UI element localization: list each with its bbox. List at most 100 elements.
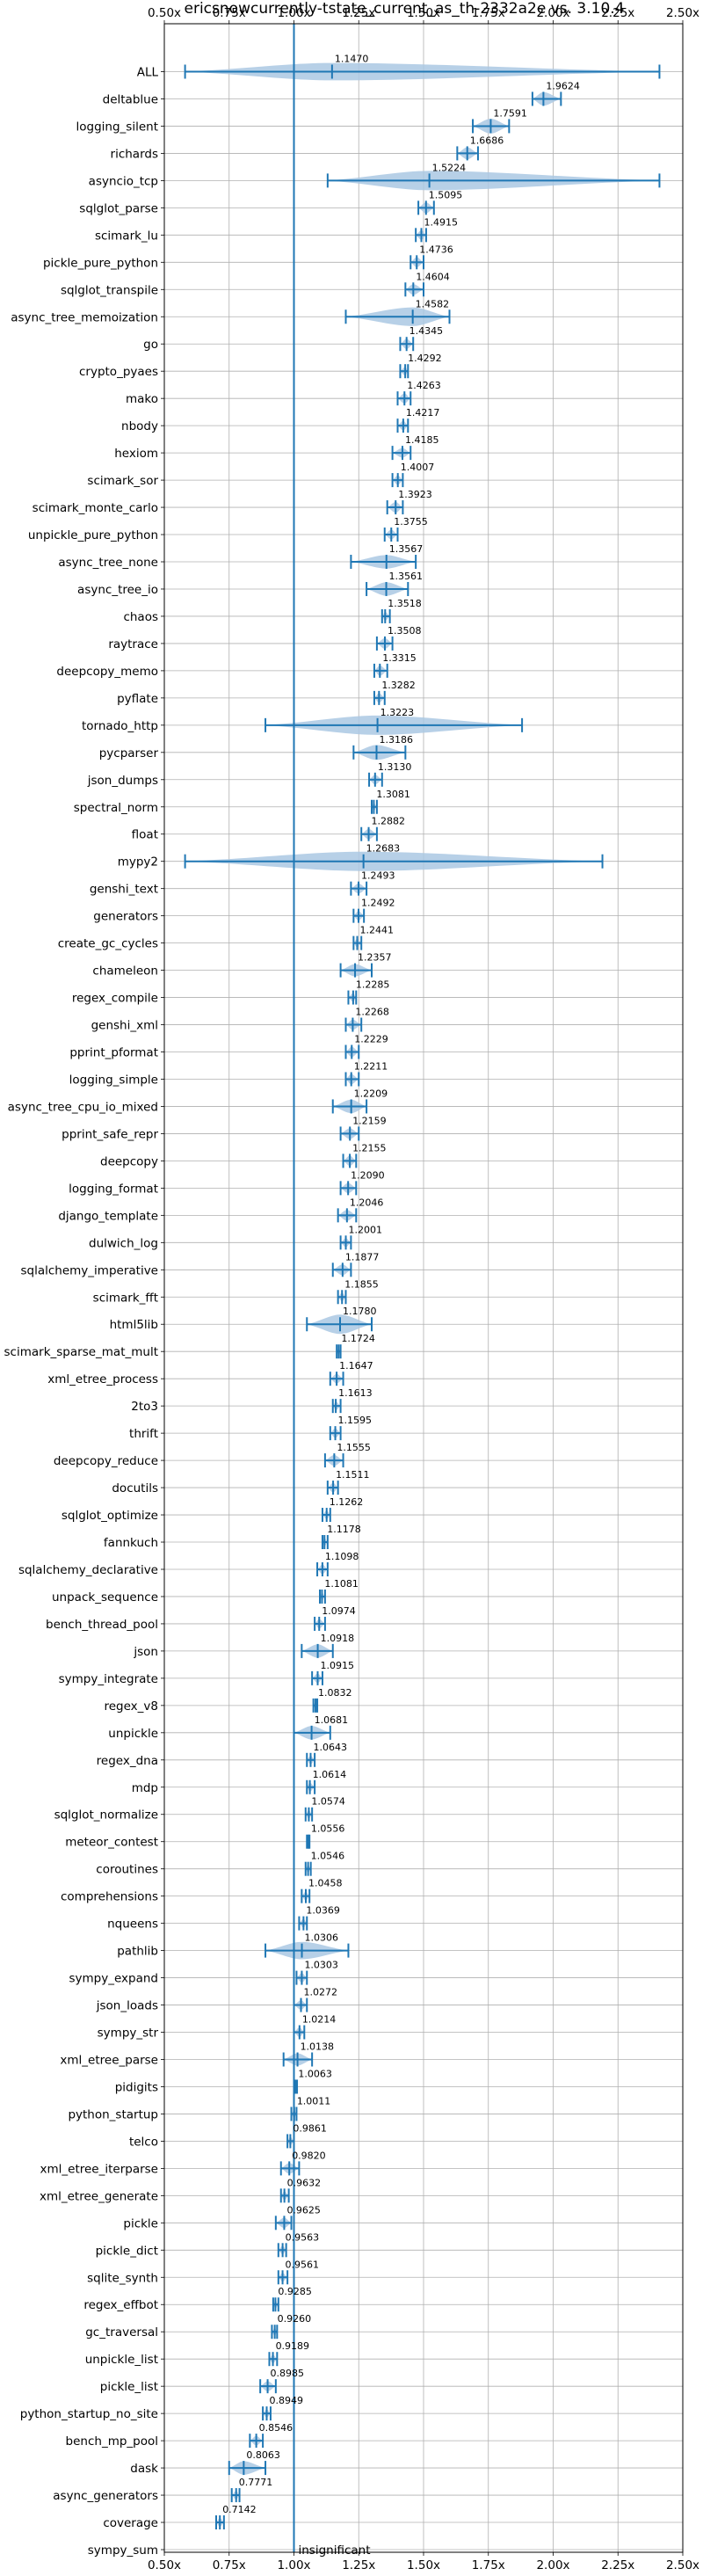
value-label: 1.2090 bbox=[351, 1169, 385, 1181]
benchmark-label: pyflate bbox=[117, 692, 158, 706]
benchmark-label: async_tree_cpu_io_mixed bbox=[8, 1100, 158, 1114]
benchmark-label: logging_simple bbox=[69, 1073, 158, 1087]
value-label: 1.6686 bbox=[470, 135, 504, 146]
value-label: 1.0918 bbox=[321, 1633, 355, 1644]
value-label: 1.1098 bbox=[325, 1551, 359, 1562]
benchmark-label: sympy_str bbox=[98, 2027, 159, 2041]
benchmark-label: regex_compile bbox=[72, 992, 158, 1006]
benchmark-label: coroutines bbox=[96, 1863, 158, 1877]
value-label: 0.9285 bbox=[278, 2286, 312, 2297]
benchmark-label: float bbox=[132, 828, 158, 842]
value-label: 1.3923 bbox=[398, 489, 432, 500]
x-tick-label-top: 2.25x bbox=[601, 6, 634, 20]
x-tick-label-top: 1.25x bbox=[342, 6, 375, 20]
value-label: 1.3755 bbox=[394, 516, 428, 528]
value-label: 1.2001 bbox=[349, 1224, 383, 1235]
x-tick-label-bottom: 1.25x bbox=[342, 2558, 375, 2572]
benchmark-label: logging_format bbox=[69, 1182, 158, 1196]
benchmark-label: create_gc_cycles bbox=[58, 937, 158, 951]
value-label: 0.9625 bbox=[286, 2204, 321, 2216]
x-tick-label-bottom: 2.25x bbox=[601, 2558, 634, 2572]
benchmark-label: spectral_norm bbox=[74, 801, 158, 815]
value-label: 1.3508 bbox=[388, 625, 422, 637]
benchmark-label: deepcopy_reduce bbox=[54, 1454, 158, 1468]
benchmark-label: xml_etree_parse bbox=[60, 2053, 158, 2067]
value-label: 1.0574 bbox=[311, 1796, 345, 1808]
x-tick-label-top: 1.00x bbox=[277, 6, 310, 20]
value-label: 1.0138 bbox=[301, 2041, 335, 2052]
benchmark-label: scimark_lu bbox=[95, 229, 158, 243]
x-tick-label-top: 0.50x bbox=[148, 6, 181, 20]
benchmark-label: sqlglot_transpile bbox=[61, 283, 158, 297]
x-tick-label-top: 0.75x bbox=[213, 6, 246, 20]
benchmark-label: scimark_sor bbox=[87, 474, 158, 488]
benchmark-label: pickle_list bbox=[100, 2380, 158, 2394]
benchmark-label: bench_thread_pool bbox=[46, 1618, 158, 1632]
grid-layer: 0.50x 0.50x 0.75x 0.75x 1.00x 1.00x 1.25x 1.25x… bbox=[148, 6, 699, 2572]
value-label: 0.9189 bbox=[276, 2340, 310, 2352]
x-tick-label-bottom: 1.50x bbox=[407, 2558, 440, 2572]
benchmark-label: python_startup_no_site bbox=[20, 2407, 158, 2421]
value-label: 1.0214 bbox=[302, 2014, 337, 2026]
benchmark-label: comprehensions bbox=[61, 1890, 158, 1904]
benchmark-label: pycparser bbox=[99, 746, 159, 760]
value-label: 1.4582 bbox=[416, 298, 450, 309]
value-label: 1.0303 bbox=[304, 1960, 338, 1971]
benchmark-label: sqlglot_normalize bbox=[54, 1808, 158, 1823]
value-label: 1.1780 bbox=[343, 1306, 377, 1317]
benchmark-label: mako bbox=[126, 392, 158, 406]
value-label: 0.9632 bbox=[287, 2177, 322, 2188]
benchmark-label: sqlglot_parse bbox=[79, 201, 158, 215]
benchmark-label: ALL bbox=[137, 66, 159, 80]
plot-frame bbox=[163, 23, 684, 2553]
benchmark-label: generators bbox=[93, 910, 158, 924]
benchmark-label: chaos bbox=[123, 610, 158, 624]
value-label: 1.0681 bbox=[315, 1714, 349, 1726]
benchmark-label: pickle bbox=[123, 2216, 158, 2230]
benchmark-label: tornado_http bbox=[82, 719, 158, 733]
benchmark-label: coverage bbox=[103, 2516, 158, 2530]
benchmark-label: pprint_safe_repr bbox=[62, 1127, 158, 1141]
value-label: 1.1647 bbox=[339, 1360, 373, 1372]
benchmark-label: sqlalchemy_declarative bbox=[18, 1563, 158, 1577]
benchmark-label: genshi_text bbox=[90, 883, 158, 897]
value-label: 0.8063 bbox=[246, 2449, 280, 2461]
value-label: 1.4007 bbox=[401, 462, 435, 473]
benchmark-label: regex_dna bbox=[97, 1754, 158, 1768]
value-label: 1.1855 bbox=[344, 1278, 379, 1290]
value-label: 1.2683 bbox=[366, 843, 401, 855]
value-label: 0.9561 bbox=[286, 2259, 320, 2270]
benchmark-label: unpickle_list bbox=[85, 2353, 158, 2367]
value-label: 1.2285 bbox=[356, 979, 390, 991]
benchmark-label: sympy_integrate bbox=[59, 1672, 158, 1686]
value-label: 1.3282 bbox=[381, 680, 416, 691]
chart-title: ericsnowcurrently-tstate_current_as_th-2… bbox=[185, 0, 625, 18]
value-label: 0.7771 bbox=[239, 2477, 273, 2488]
value-label: 1.2493 bbox=[361, 870, 395, 882]
benchmark-label: scimark_monte_carlo bbox=[33, 501, 158, 515]
value-label: 1.0974 bbox=[322, 1605, 356, 1617]
benchmark-label: async_tree_io bbox=[77, 583, 158, 597]
value-label: 1.1724 bbox=[341, 1333, 375, 1344]
benchmark-label: regex_v8 bbox=[104, 1699, 158, 1714]
value-label: 1.0369 bbox=[306, 1905, 340, 1917]
value-label: 1.4263 bbox=[407, 380, 441, 391]
benchmark-label: raytrace bbox=[108, 637, 158, 651]
benchmark-label: scimark_fft bbox=[93, 1291, 158, 1305]
benchmark-label: json_dumps bbox=[87, 774, 158, 788]
benchmark-label: json bbox=[133, 1645, 158, 1659]
value-label: 1.1877 bbox=[345, 1251, 380, 1263]
x-tick-label-top: 1.75x bbox=[472, 6, 505, 20]
value-label: 1.3081 bbox=[376, 789, 410, 800]
value-label: 1.0643 bbox=[313, 1742, 347, 1753]
x-tick-label-top: 1.50x bbox=[407, 6, 440, 20]
benchmark-label: hexiom bbox=[114, 447, 158, 461]
x-tick-label-bottom: 2.00x bbox=[536, 2558, 569, 2572]
insignificant-note: insignificant bbox=[299, 2543, 371, 2558]
value-label: 1.1613 bbox=[338, 1387, 373, 1399]
value-label: 1.2441 bbox=[360, 925, 395, 936]
benchmark-label: gc_traversal bbox=[85, 2325, 158, 2340]
benchmark-label: deepcopy_memo bbox=[56, 665, 158, 679]
x-tick-label-bottom: 0.50x bbox=[148, 2558, 181, 2572]
